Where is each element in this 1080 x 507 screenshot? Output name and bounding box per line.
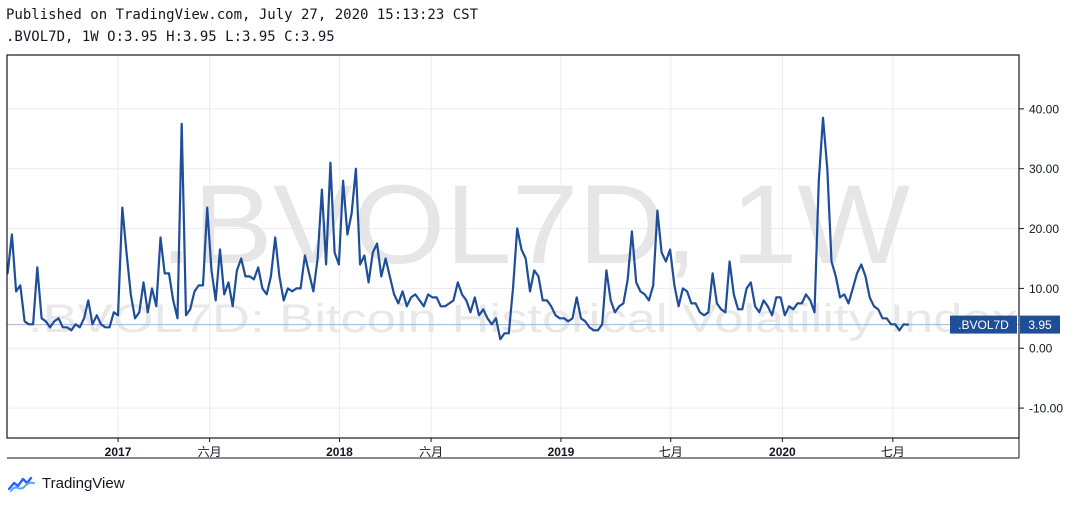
x-tick-label: 六月 [198, 445, 222, 459]
bvol7d-line [6, 116, 910, 341]
y-tick-label: 30.00 [1029, 162, 1059, 176]
y-tick-label: 40.00 [1029, 102, 1059, 116]
symbol-badge [950, 315, 1017, 334]
symbol-badge-label: .BVOL7D [958, 318, 1009, 332]
x-tick-label: 六月 [419, 445, 443, 459]
series-line [6, 116, 910, 341]
y-tick-label: 0.00 [1029, 342, 1053, 356]
price-axis[interactable]: 40.00 30.00 20.00 10.00 0.00 -10.00 [1019, 102, 1063, 416]
tradingview-logo-icon [8, 476, 35, 492]
x-tick-label: 2020 [769, 445, 796, 459]
x-tick-label: 2018 [326, 445, 353, 459]
y-tick-label: 20.00 [1029, 222, 1059, 236]
price-badge-label: 3.95 [1028, 318, 1052, 332]
y-tick-label: -10.00 [1029, 402, 1063, 416]
price-badge [1020, 315, 1060, 334]
x-tick-label: 2019 [548, 445, 575, 459]
last-price-labels: .BVOL7D 3.95 [950, 315, 1060, 334]
brand-name: TradingView [42, 474, 125, 492]
y-tick-label: 10.00 [1029, 282, 1059, 296]
symbol-ohlc: .BVOL7D, 1W O:3.95 H:3.95 L:3.95 C:3.95 [6, 29, 335, 45]
x-tick-label: 2017 [105, 445, 132, 459]
watermark-description: .BVOL7D: Bitcoin Historical Volatility I… [28, 297, 1018, 341]
x-tick-label: 七月 [659, 445, 683, 459]
x-tick-label: 七月 [881, 445, 905, 459]
time-axis[interactable]: 2017 六月 2018 六月 2019 七月 2020 七月 [105, 438, 905, 459]
brand[interactable]: TradingView [8, 474, 125, 492]
publish-info: Published on TradingView.com, July 27, 2… [6, 7, 479, 23]
watermark-symbol: .BVOL7D, 1W [160, 162, 910, 287]
